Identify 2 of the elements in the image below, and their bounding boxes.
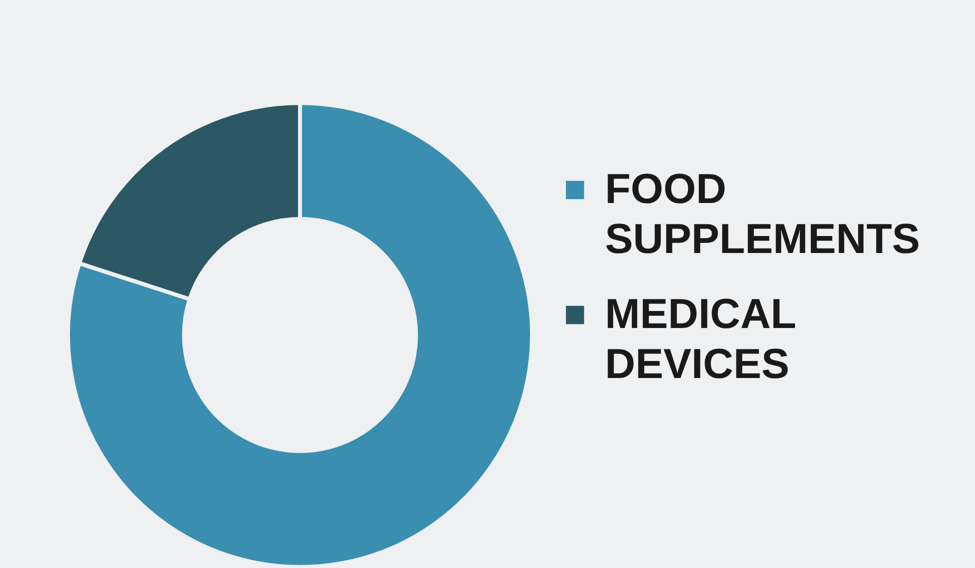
legend-label: FOOD SUPPLEMENTS — [605, 165, 920, 262]
legend-label: MEDICAL DEVICES — [605, 290, 796, 387]
